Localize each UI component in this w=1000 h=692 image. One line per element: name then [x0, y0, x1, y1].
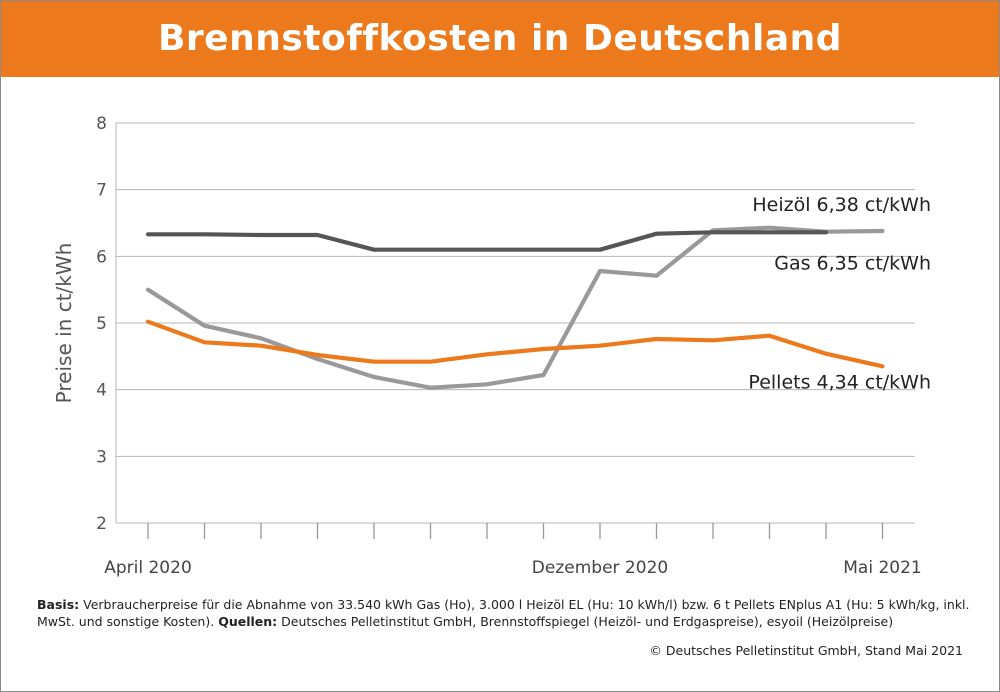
x-tick-label: Mai 2021 [843, 558, 921, 578]
copyright-note: © Deutsches Pelletinstitut GmbH, Stand M… [649, 643, 963, 658]
chart-title: Brennstoffkosten in Deutschland [157, 18, 843, 59]
y-tick-label: 4 [96, 381, 107, 401]
y-tick-label: 3 [96, 447, 107, 467]
y-tick-label: 5 [96, 314, 107, 334]
basis-note: Basis: Verbraucherpreise für die Abnahme… [37, 596, 977, 630]
series-label-gas: Gas 6,35 ct/kWh [774, 253, 931, 275]
x-tick-label: Dezember 2020 [532, 558, 668, 578]
y-tick-label: 8 [96, 114, 107, 134]
series-line-gas [145, 225, 885, 390]
y-tick-label: 7 [96, 181, 107, 201]
sources-label: Quellen: [218, 614, 278, 629]
sources-text: Deutsches Pelletinstitut GmbH, Brennstof… [281, 614, 894, 629]
x-tick-label: April 2020 [104, 558, 192, 578]
y-axis-label: Preise in ct/kWh [52, 243, 76, 404]
y-tick-label: 2 [96, 514, 107, 534]
series-label-heizoel: Heizöl 6,38 ct/kWh [752, 194, 931, 216]
y-tick-label: 6 [96, 247, 107, 267]
line-chart: 2 3 4 5 6 7 8 April 2020 Dezember 2020 Mai 2021 Pr… [52, 114, 931, 578]
basis-label: Basis: [37, 597, 80, 612]
series-label-pellets: Pellets 4,34 ct/kWh [748, 371, 931, 393]
series-line-pellets [145, 319, 885, 369]
title-bar: Brennstoffkosten in Deutschland [1, 1, 999, 77]
series-line-heizoel [145, 230, 829, 252]
basis-text: Verbraucherpreise für die Abnahme von 33… [37, 597, 970, 629]
